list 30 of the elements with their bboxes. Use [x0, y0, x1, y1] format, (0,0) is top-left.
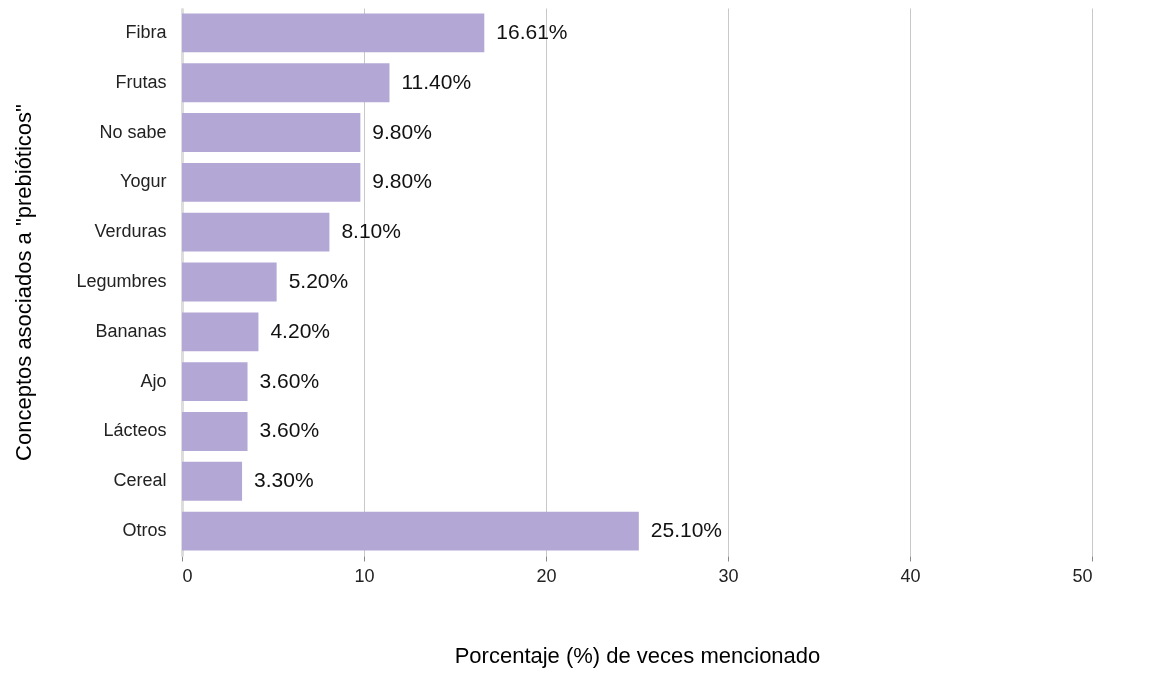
y-tick-label: Otros	[122, 520, 167, 541]
x-tick-label: 10	[354, 565, 375, 586]
data-label: 8.10%	[341, 219, 401, 243]
x-axis-title: Porcentaje (%) de veces mencionado	[454, 642, 821, 668]
data-label: 4.20%	[270, 318, 330, 342]
data-label: 9.80%	[372, 169, 432, 193]
y-tick-label: Lácteos	[103, 420, 167, 441]
data-label: 3.60%	[259, 418, 320, 442]
data-label: 5.20%	[288, 269, 349, 292]
data-label: 25.10%	[650, 518, 723, 542]
y-tick-label: Cereal	[113, 470, 167, 491]
x-tick-label: 0	[182, 565, 193, 586]
y-tick-label: Bananas	[95, 320, 167, 341]
y-tick-label: Fibra	[125, 21, 168, 42]
y-tick-label: Legumbres	[76, 271, 167, 291]
y-axis-title: Conceptos asociados a "prebióticos"	[11, 104, 37, 461]
y-tick-label: Frutas	[115, 71, 167, 92]
data-label: 16.61%	[496, 19, 568, 43]
y-tick-label: Yogur	[120, 171, 167, 192]
data-label: 11.40%	[401, 69, 472, 93]
y-tick-label: Ajo	[140, 370, 167, 391]
y-tick-label: Verduras	[94, 221, 167, 242]
x-tick-label: 20	[536, 565, 557, 586]
data-label: 3.60%	[259, 368, 320, 392]
x-tick-label: 40	[900, 565, 921, 586]
data-label: 9.80%	[372, 119, 432, 143]
y-tick-label: No sabe	[99, 121, 167, 142]
data-label: 3.30%	[254, 468, 314, 492]
x-tick-label: 30	[718, 565, 739, 586]
x-tick-label: 50	[1072, 565, 1093, 586]
